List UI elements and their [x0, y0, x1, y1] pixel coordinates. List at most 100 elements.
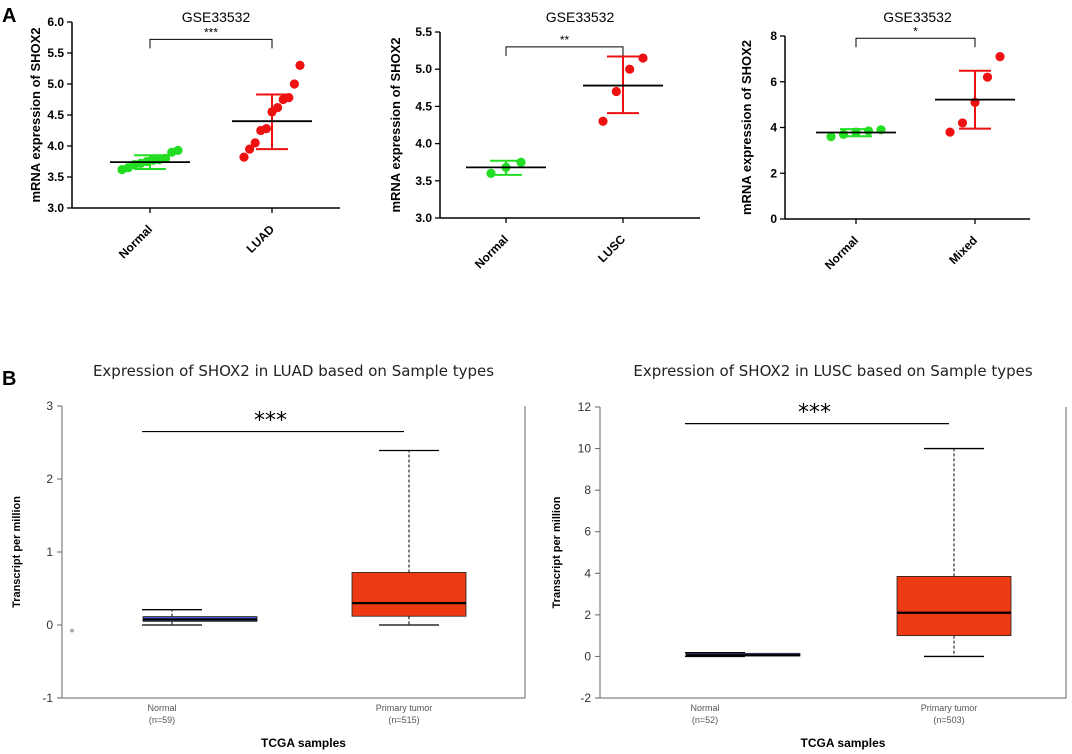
- sample-size-label: (n=503): [933, 715, 964, 725]
- chart-title: Expression of SHOX2 in LUAD based on Sam…: [93, 362, 494, 380]
- data-point: [598, 116, 608, 126]
- iqr-box: [351, 572, 467, 617]
- y-tick-label: 6: [584, 525, 591, 539]
- y-tick-label: 4.0: [415, 137, 432, 151]
- x-category-label: Normal: [472, 232, 511, 271]
- outlier-point: [70, 628, 74, 633]
- data-point: [611, 86, 621, 97]
- data-point: [838, 129, 849, 139]
- chart-title: GSE33532: [883, 9, 952, 25]
- scatter-chart-3: GSE33532 0 2 4 6 8 Normal Mixed mRNA expression …: [739, 9, 1030, 272]
- x-category-label: Normal: [822, 233, 861, 272]
- y-tick-label: 3.5: [415, 174, 432, 188]
- scatter-chart-1: GSE33532 3.0 3.5 4.0 4.5 5.0 5.5 6.0 Normal LUAD m…: [28, 9, 340, 261]
- data-point: [486, 168, 496, 178]
- y-tick-label: 4.0: [47, 139, 64, 153]
- y-axis-title: mRNA expression of SHOX2: [739, 40, 754, 215]
- significance-bracket: [855, 37, 976, 48]
- data-point: [625, 64, 635, 74]
- chart-title: GSE33532: [182, 9, 251, 25]
- data-point: [173, 145, 183, 155]
- x-axis-title: TCGA samples: [801, 736, 886, 750]
- y-tick-label: 8: [584, 483, 591, 497]
- significance-label: **: [560, 33, 570, 47]
- data-point: [638, 53, 648, 63]
- chart-title: Expression of SHOX2 in LUSC based on Sam…: [633, 362, 1032, 380]
- sample-size-label: (n=52): [692, 715, 718, 725]
- plot-frame: [61, 406, 526, 699]
- data-point: [250, 138, 260, 148]
- y-tick-label: -2: [580, 691, 591, 705]
- y-tick-label: 12: [578, 400, 592, 414]
- y-tick-label: 5.5: [415, 25, 432, 39]
- x-axis-title: TCGA samples: [261, 736, 346, 750]
- x-category-label: Normal: [690, 703, 719, 713]
- y-tick-label: 1: [46, 545, 53, 559]
- significance-bracket: [149, 38, 273, 49]
- panel-label-b: B: [2, 368, 16, 390]
- x-category-label: LUAD: [244, 222, 278, 256]
- y-tick-label: 6: [770, 75, 777, 89]
- y-tick-label: 3.0: [415, 211, 432, 225]
- data-point: [945, 127, 955, 137]
- data-point: [995, 51, 1005, 62]
- y-tick-label: 0: [584, 649, 591, 663]
- data-point: [245, 144, 255, 154]
- significance-bracket: [505, 46, 624, 56]
- x-category-label: Mixed: [946, 233, 980, 267]
- significance-label: ***: [254, 409, 287, 434]
- y-tick-label: 0: [46, 618, 53, 632]
- box-chart-1: Expression of SHOX2 in LUAD based on Sam…: [11, 362, 526, 750]
- x-category-label: Primary tumor: [376, 703, 433, 713]
- data-point: [261, 124, 271, 134]
- y-tick-label: 2: [584, 608, 591, 622]
- box-chart-2: Expression of SHOX2 in LUSC based on Sam…: [551, 362, 1067, 750]
- significance-label: *: [913, 24, 918, 38]
- y-tick-label: 6.0: [47, 15, 64, 29]
- charts-group: GSE33532 3.0 3.5 4.0 4.5 5.0 5.5 6.0 Normal LUAD m…: [11, 9, 1067, 750]
- y-axis-title: mRNA expression of SHOX2: [388, 37, 403, 212]
- y-tick-label: 4.5: [415, 99, 432, 113]
- x-category-label: Normal: [116, 222, 155, 261]
- plot-frame: [599, 407, 1067, 699]
- data-point: [957, 118, 968, 128]
- y-tick-label: -1: [42, 691, 53, 705]
- y-tick-label: 2: [770, 166, 777, 180]
- y-tick-label: 8: [770, 29, 777, 43]
- x-category-label: Normal: [147, 703, 176, 713]
- sample-size-label: (n=515): [388, 715, 419, 725]
- x-category-label: LUSC: [595, 232, 628, 265]
- y-tick-label: 5.0: [415, 62, 432, 76]
- panel-label-a: A: [2, 5, 16, 27]
- y-axis-title: Transcript per million: [11, 496, 23, 608]
- data-point: [826, 132, 836, 142]
- y-tick-label: 2: [46, 472, 53, 486]
- data-point: [863, 126, 874, 136]
- iqr-box: [896, 576, 1012, 637]
- significance-label: ***: [798, 401, 831, 426]
- sample-size-label: (n=59): [149, 715, 175, 725]
- data-point: [289, 79, 299, 89]
- data-point: [239, 152, 249, 162]
- data-point: [273, 102, 283, 113]
- chart-title: GSE33532: [546, 9, 615, 25]
- scatter-chart-2: GSE33532 3.0 3.5 4.0 4.5 5.0 5.5 Normal LUSC mRNA…: [388, 9, 700, 271]
- y-tick-label: 4: [770, 121, 777, 135]
- data-point: [516, 157, 526, 167]
- significance-label: ***: [204, 25, 218, 39]
- y-axis-title: mRNA expression of SHOX2: [28, 27, 43, 202]
- y-tick-label: 4.5: [47, 108, 64, 122]
- y-tick-label: 10: [578, 442, 592, 456]
- x-category-label: Primary tumor: [921, 703, 978, 713]
- data-point: [982, 72, 993, 82]
- y-tick-label: 0: [770, 212, 777, 226]
- y-tick-label: 4: [584, 566, 591, 580]
- y-tick-label: 3: [46, 399, 53, 413]
- y-tick-label: 5.0: [47, 77, 64, 91]
- y-tick-label: 3.0: [47, 201, 64, 215]
- y-tick-label: 3.5: [47, 170, 64, 184]
- data-point: [295, 60, 305, 70]
- y-axis-title: Transcript per million: [551, 496, 563, 608]
- y-tick-label: 5.5: [47, 46, 64, 60]
